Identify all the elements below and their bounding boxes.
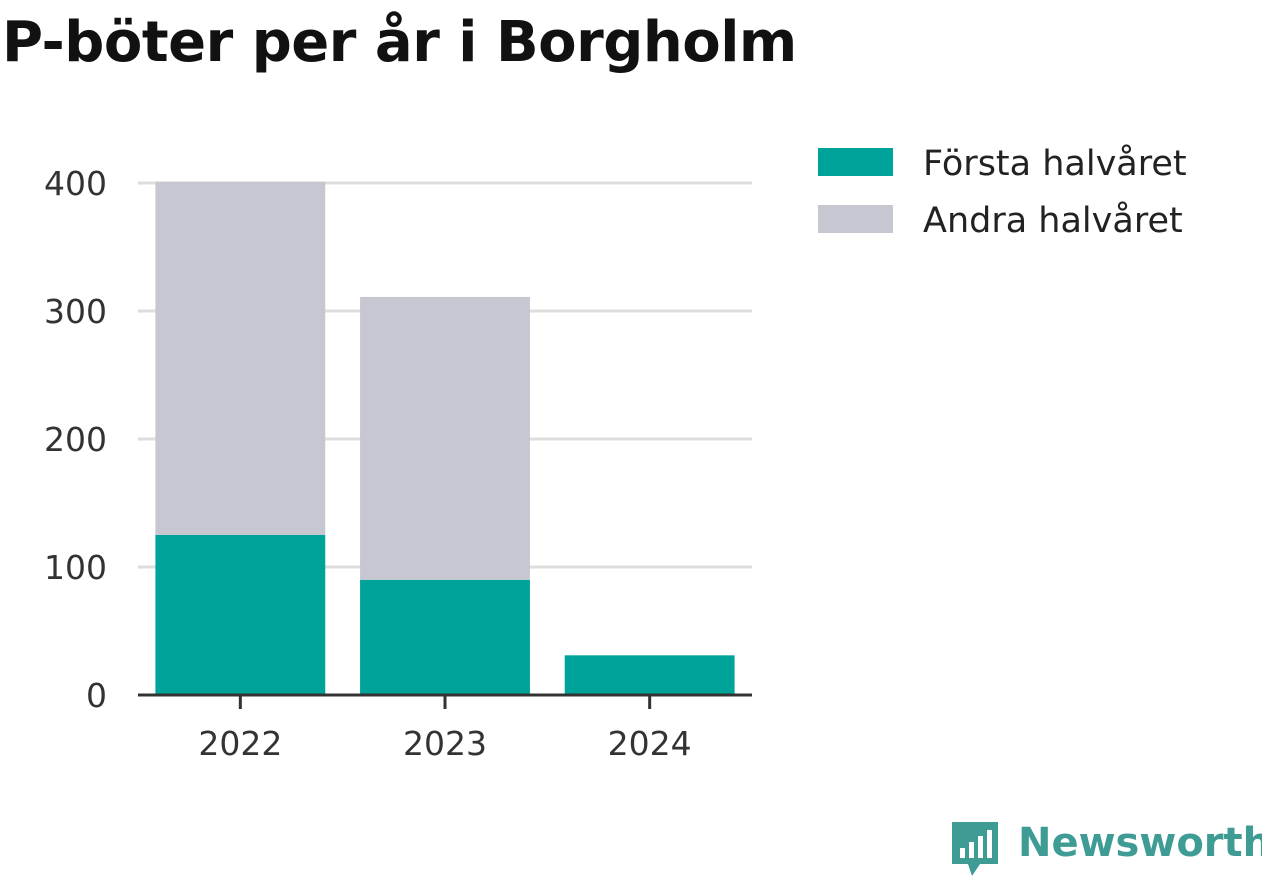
y-tick-label: 300 [44,292,107,331]
y-tick-label: 200 [44,420,107,459]
bar-2024-forsta-halvaret [564,655,735,695]
y-tick-label: 0 [86,676,107,715]
bar-chart: 0 100 200 300 400 2022 2023 2024 Första halvår… [44,143,1187,763]
newsworthy-wordmark: Newsworthy [1018,820,1262,866]
x-axis: 2022 2023 2024 [138,693,752,763]
chart-title: P-böter per år i Borgholm [2,10,797,75]
x-tick-label: 2023 [403,724,487,763]
y-tick-label: 400 [44,164,107,203]
legend: Första halvåret Andra halvåret [818,143,1187,241]
bar-2023-andra-halvaret [360,296,530,580]
bar-2022-andra-halvaret [155,181,326,535]
y-tick-label: 100 [44,548,107,587]
legend-swatch [818,205,893,233]
newsworthy-branding: Newsworthy [948,816,1262,878]
bar-2022-forsta-halvaret [155,535,326,695]
legend-swatch [818,148,893,176]
y-axis-ticks: 0 100 200 300 400 [44,164,107,715]
x-tick-label: 2022 [198,724,282,763]
bar-2023-forsta-halvaret [360,579,530,695]
legend-label: Första halvåret [923,143,1187,184]
newsworthy-logo-icon [952,822,998,876]
x-tick-label: 2024 [608,724,692,763]
legend-label: Andra halvåret [923,200,1183,241]
bars [155,181,735,695]
